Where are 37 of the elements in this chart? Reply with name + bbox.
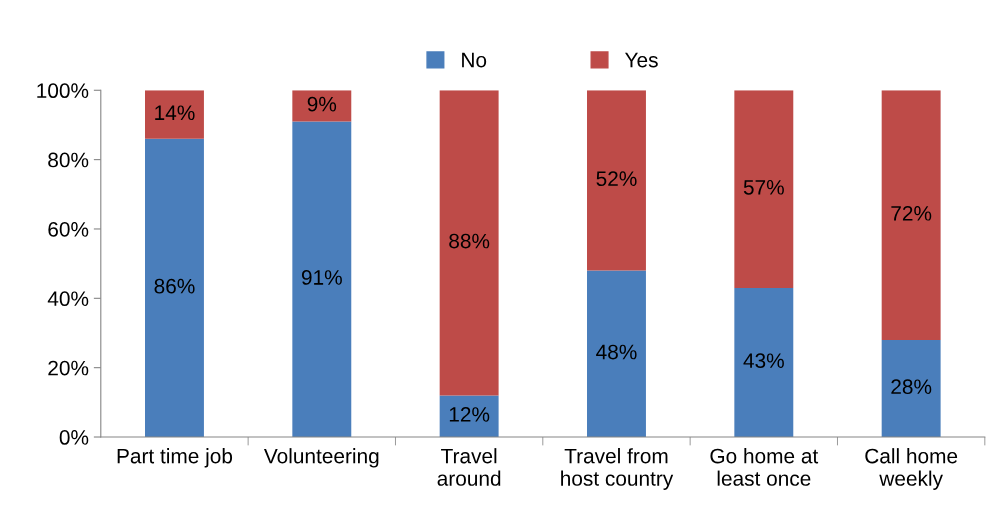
data-label: 91%	[301, 270, 342, 285]
bar	[145, 138, 204, 438]
legend-label: Yes	[625, 52, 658, 68]
data-label: 12%	[449, 407, 490, 422]
y-tick-label: 40%	[47, 291, 89, 307]
data-label: 57%	[743, 180, 784, 195]
y-tick-label: 60%	[48, 221, 89, 237]
bar	[439, 90, 499, 396]
data-label: 86%	[154, 278, 195, 294]
x-tick-label: Volunteering	[263, 448, 379, 468]
legend-label: No	[462, 52, 487, 68]
x-tick-label: Travel around	[437, 448, 501, 486]
data-label: 9%	[307, 96, 337, 112]
bar	[881, 339, 941, 438]
bar	[587, 270, 646, 438]
data-label: 14%	[155, 105, 195, 121]
x-tick-label: Call home weekly	[865, 448, 958, 490]
bar	[145, 90, 204, 139]
bar	[881, 90, 941, 340]
y-tick-label: 80%	[48, 152, 89, 168]
x-tick-label: Part time job	[117, 448, 233, 468]
data-label: 48%	[596, 344, 637, 360]
bar	[292, 121, 352, 438]
bar	[734, 287, 794, 438]
data-label: 43%	[743, 353, 784, 369]
bar	[439, 395, 499, 438]
x-tick-label: Go home at least once	[710, 448, 819, 486]
bar	[734, 90, 794, 288]
data-label: 72%	[891, 205, 932, 221]
x-tick-label: Travel from host country	[561, 448, 674, 490]
y-tick-label: 100%	[37, 83, 89, 99]
y-tick-label: 20%	[48, 360, 89, 376]
data-label: 52%	[596, 171, 637, 187]
data-label: 28%	[891, 379, 932, 395]
data-label: 88%	[449, 233, 490, 249]
bar	[587, 90, 646, 271]
y-tick-label: 0%	[59, 430, 89, 445]
